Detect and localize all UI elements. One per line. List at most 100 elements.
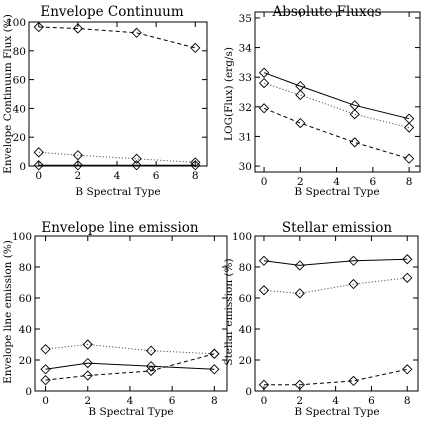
data-point-marker [40, 344, 51, 355]
series-line-0 [263, 258, 408, 266]
x-tick-label: 2 [75, 170, 82, 182]
x-tick-label: 8 [192, 170, 199, 182]
x-tick-label: 8 [404, 395, 411, 407]
y-tick-label: 60 [239, 293, 252, 305]
y-tick-label: 60 [13, 75, 26, 87]
y-axis-label: Stellar emission (%) [223, 258, 235, 365]
y-tick-label: 30 [239, 161, 252, 173]
data-point-marker [209, 364, 220, 375]
data-point-marker [82, 370, 93, 381]
series-line-0 [263, 72, 410, 120]
series-line-0 [38, 26, 196, 49]
panel-title: Stellar emission [282, 220, 393, 236]
data-point-marker [72, 150, 84, 161]
x-tick-label: 8 [211, 395, 218, 407]
x-tick-label: 6 [169, 395, 176, 407]
x-tick-label: 6 [370, 176, 377, 188]
x-tick-label: 2 [297, 176, 304, 188]
data-point-marker [258, 67, 270, 78]
y-axis-label: Envelope line emission (%) [2, 240, 14, 384]
y-tick-label: 20 [239, 355, 252, 367]
data-point-marker [72, 23, 84, 34]
x-tick-label: 0 [261, 395, 268, 407]
data-point-marker [258, 77, 270, 89]
data-point-marker [402, 272, 413, 283]
y-tick-label: 33 [239, 72, 252, 84]
y-tick-label: 0 [19, 161, 26, 173]
data-point-marker [258, 103, 270, 114]
x-tick-label: 6 [368, 395, 375, 407]
y-tick-label: 31 [239, 131, 252, 143]
data-point-marker [145, 365, 157, 376]
data-point-marker [33, 21, 44, 33]
data-point-marker [72, 160, 84, 171]
y-tick-label: 20 [13, 132, 26, 144]
data-point-marker [40, 364, 51, 375]
plot-frame [254, 11, 421, 173]
x-tick-label: 4 [127, 395, 134, 407]
plot-frame [34, 235, 228, 392]
series-line-1 [38, 151, 196, 163]
x-tick-label: 2 [84, 395, 91, 407]
series-line-1 [263, 277, 408, 294]
data-point-marker [33, 160, 44, 171]
data-point-marker [294, 260, 305, 271]
x-tick-label: 8 [406, 176, 413, 188]
y-tick-label: 100 [232, 231, 252, 243]
x-axis-label: B Spectral Type [294, 186, 379, 198]
y-tick-label: 34 [239, 43, 253, 55]
data-point-marker [145, 345, 157, 356]
data-point-marker [349, 109, 360, 120]
x-tick-label: 6 [153, 170, 160, 182]
x-tick-label: 0 [261, 176, 268, 188]
y-axis-label: LOG(Flux) (erg/s) [223, 47, 235, 141]
data-point-marker [82, 357, 93, 369]
panel-title: Envelope line emission [41, 220, 199, 236]
x-axis-label: B Spectral Type [75, 186, 160, 198]
x-tick-label: 0 [42, 395, 49, 407]
data-point-marker [258, 285, 270, 296]
y-tick-label: 40 [239, 324, 252, 336]
data-point-marker [295, 117, 306, 129]
panel-envelope-line-emission: Envelope line emission 0 2 4 6 8020406080100… [2, 220, 228, 418]
data-point-marker [295, 89, 306, 101]
x-axis-label: B Spectral Type [88, 406, 173, 418]
series-line-1 [263, 82, 410, 129]
axis-ticks: 0 2 4 6 8 30 31 32 33 34 35 [239, 12, 420, 188]
data-point-marker [33, 147, 44, 158]
y-tick-label: 0 [245, 386, 252, 398]
data-point-marker [349, 137, 360, 148]
x-tick-label: 4 [332, 395, 339, 407]
data-series [258, 254, 413, 390]
data-point-marker [403, 113, 415, 124]
series-line-2 [263, 107, 410, 160]
y-tick-label: 20 [19, 355, 32, 367]
y-tick-label: 60 [19, 293, 32, 305]
series-line-1 [45, 362, 215, 370]
data-point-marker [403, 153, 415, 164]
y-tick-label: 32 [239, 102, 252, 114]
series-line-2 [45, 353, 215, 381]
plot-frame [254, 235, 419, 392]
y-tick-label: 80 [239, 262, 252, 274]
y-tick-label: 40 [13, 103, 26, 115]
x-axis-label: B Spectral Type [294, 406, 379, 418]
data-point-marker [348, 278, 359, 290]
x-tick-label: 0 [35, 170, 42, 182]
data-point-marker [348, 375, 359, 387]
data-series [33, 21, 201, 171]
y-tick-label: 0 [25, 386, 32, 398]
y-tick-label: 80 [19, 262, 32, 274]
data-point-marker [402, 364, 413, 375]
data-point-marker [40, 375, 51, 386]
data-point-marker [348, 255, 359, 266]
data-point-marker [131, 153, 142, 164]
y-tick-label: 80 [13, 46, 26, 58]
plot-frame [28, 21, 208, 167]
panel-title: Envelope Continuum [40, 4, 184, 20]
